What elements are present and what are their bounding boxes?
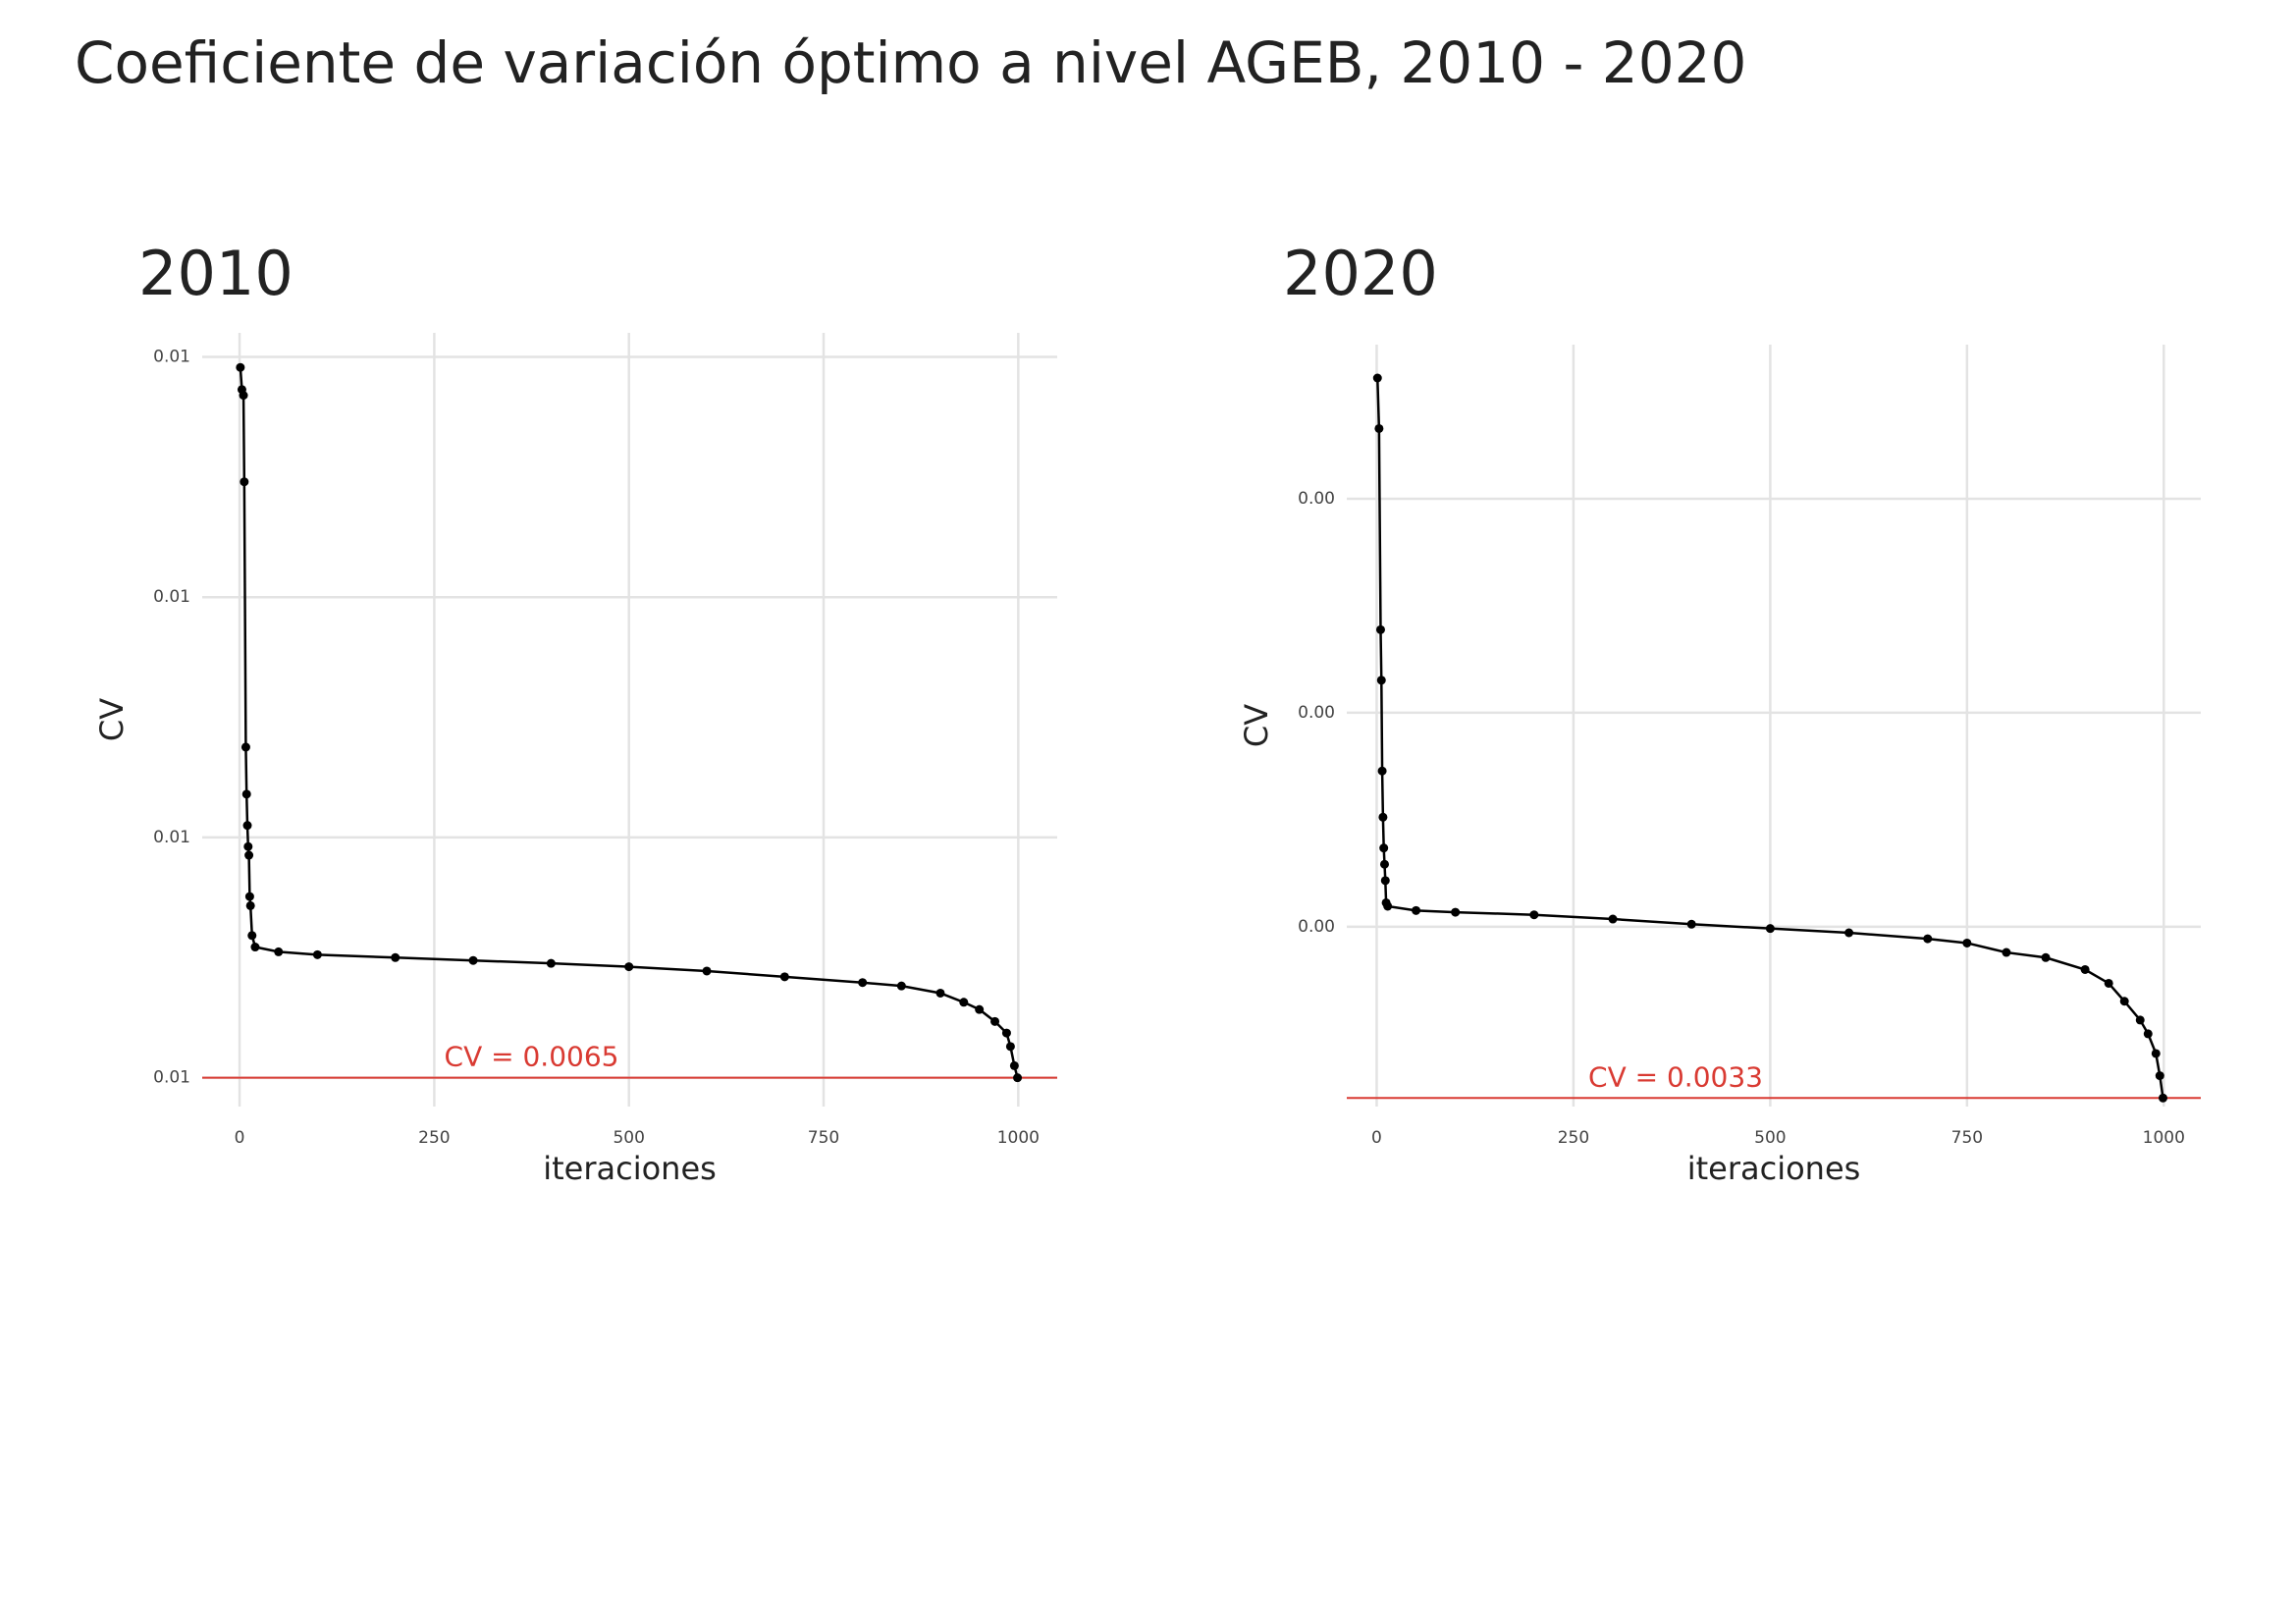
cv-point bbox=[241, 789, 251, 799]
cv-point bbox=[1001, 1028, 1011, 1038]
cv-point bbox=[1844, 928, 1854, 938]
x-tick-label: 250 bbox=[1558, 1128, 1589, 1148]
cv-point bbox=[896, 981, 906, 991]
cv-point bbox=[1013, 1073, 1023, 1083]
cv-point bbox=[250, 943, 260, 952]
x-tick-label: 250 bbox=[418, 1128, 450, 1148]
reference-label: CV = 0.0065 bbox=[445, 1041, 619, 1073]
cv-point bbox=[1376, 676, 1386, 685]
page-title: Coeficiente de variación óptimo a nivel … bbox=[75, 29, 1746, 96]
cv-point bbox=[1375, 624, 1385, 634]
y-tick-label: 0.01 bbox=[153, 347, 190, 366]
cv-point bbox=[2159, 1093, 2168, 1103]
y-tick-label: 0.01 bbox=[153, 828, 190, 847]
cv-point bbox=[1765, 924, 1775, 934]
cv-point bbox=[1608, 914, 1618, 924]
cv-point bbox=[240, 477, 249, 487]
x-tick-label: 0 bbox=[235, 1128, 245, 1148]
cv-point bbox=[2119, 997, 2129, 1006]
cv-point bbox=[935, 988, 945, 998]
x-tick-label: 750 bbox=[1951, 1128, 1983, 1148]
cv-point bbox=[2143, 1029, 2153, 1039]
cv-point bbox=[2135, 1015, 2145, 1025]
y-tick-label: 0.00 bbox=[1298, 917, 1335, 937]
reference-label: CV = 0.0033 bbox=[1588, 1060, 1763, 1093]
cv-point bbox=[1686, 919, 1696, 929]
cv-point bbox=[990, 1016, 1000, 1026]
cv-point bbox=[244, 850, 254, 860]
x-tick-label: 0 bbox=[1371, 1128, 1382, 1148]
y-tick-label: 0.00 bbox=[1298, 489, 1335, 509]
cv-point bbox=[1380, 876, 1390, 886]
cv-point bbox=[236, 362, 245, 372]
x-axis-title: iteraciones bbox=[1687, 1150, 1861, 1187]
cv-point bbox=[959, 998, 969, 1007]
y-tick-label: 0.01 bbox=[153, 587, 190, 607]
y-tick-label: 0.00 bbox=[1298, 703, 1335, 723]
cv-point bbox=[312, 949, 322, 959]
cv-point bbox=[702, 966, 712, 976]
cv-point bbox=[1412, 905, 1421, 915]
cv-point bbox=[240, 742, 250, 752]
cv-point bbox=[975, 1004, 985, 1014]
cv-point bbox=[2080, 964, 2090, 974]
cv-point bbox=[1962, 938, 1972, 947]
cv-point bbox=[1379, 843, 1389, 853]
x-tick-label: 750 bbox=[808, 1128, 839, 1148]
cv-point bbox=[247, 931, 257, 941]
x-tick-label: 1000 bbox=[2143, 1128, 2185, 1148]
cv-point bbox=[1451, 907, 1461, 917]
y-axis-title: CV bbox=[1238, 704, 1275, 747]
x-tick-label: 500 bbox=[613, 1128, 644, 1148]
cv-point bbox=[245, 900, 255, 910]
panel-title: 2010 bbox=[138, 238, 294, 309]
x-tick-label: 500 bbox=[1754, 1128, 1786, 1148]
cv-point bbox=[779, 972, 789, 982]
panel-title: 2020 bbox=[1283, 238, 1438, 309]
cv-point bbox=[2041, 952, 2051, 962]
cv-point bbox=[1377, 766, 1387, 776]
cv-point bbox=[1378, 812, 1388, 822]
cv-point bbox=[242, 821, 252, 831]
cv-point bbox=[2151, 1049, 2161, 1058]
cv-point bbox=[1383, 901, 1393, 911]
cv-point bbox=[624, 962, 634, 972]
x-axis-title: iteraciones bbox=[543, 1150, 717, 1187]
cv-point bbox=[1372, 373, 1382, 383]
cv-point bbox=[243, 841, 253, 851]
y-tick-label: 0.01 bbox=[153, 1068, 190, 1088]
cv-point bbox=[391, 952, 400, 962]
cv-point bbox=[1529, 910, 1539, 920]
cv-point bbox=[2104, 978, 2113, 988]
y-axis-title: CV bbox=[93, 698, 131, 741]
x-tick-label: 1000 bbox=[997, 1128, 1040, 1148]
cv-point bbox=[2155, 1071, 2164, 1081]
cv-point bbox=[239, 391, 248, 401]
cv-point bbox=[1009, 1060, 1019, 1070]
cv-point bbox=[244, 892, 254, 901]
cv-point bbox=[858, 978, 868, 988]
cv-point bbox=[1923, 934, 1933, 944]
cv-point bbox=[1374, 423, 1384, 433]
cv-point bbox=[2002, 947, 2011, 957]
cv-point bbox=[468, 955, 478, 965]
cv-point bbox=[1379, 859, 1389, 869]
cv-point bbox=[274, 947, 284, 956]
cv-point bbox=[546, 958, 556, 968]
cv-point bbox=[1005, 1042, 1015, 1052]
